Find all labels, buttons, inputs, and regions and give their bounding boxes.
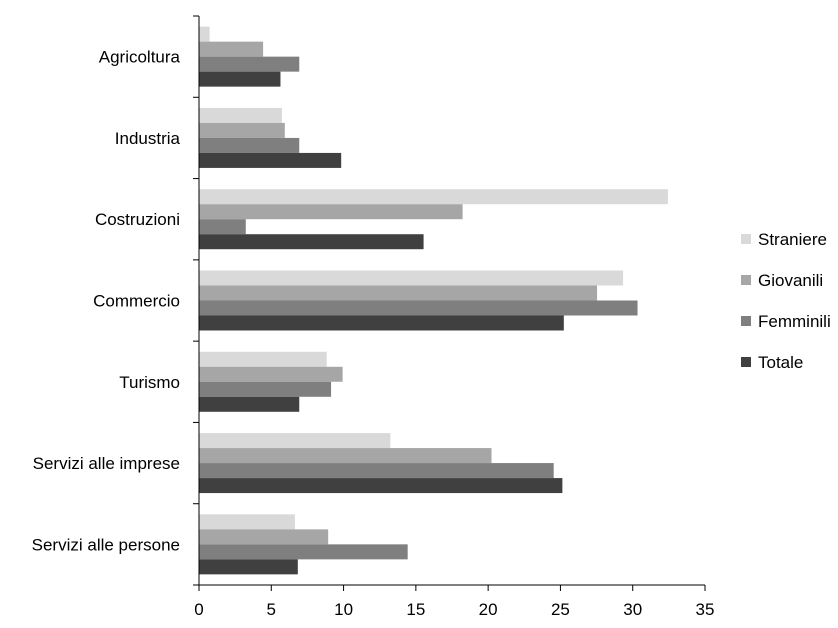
- category-label: Industria: [115, 129, 181, 148]
- x-tick-label: 20: [479, 600, 498, 619]
- category-label: Costruzioni: [95, 210, 180, 229]
- bar-agricoltura-straniere: [199, 26, 210, 42]
- bar-servizi-alle-persone-totale: [199, 559, 298, 575]
- bar-turismo-totale: [199, 396, 300, 412]
- bars: [199, 26, 668, 575]
- bar-turismo-femminili: [199, 381, 332, 397]
- bar-servizi-alle-imprese-totale: [199, 478, 563, 494]
- legend-swatch-giovanili: [741, 275, 751, 285]
- bar-servizi-alle-persone-femminili: [199, 544, 408, 560]
- category-label: Servizi alle persone: [32, 535, 180, 554]
- legend-swatch-straniere: [741, 234, 751, 244]
- x-tick-label: 25: [551, 600, 570, 619]
- bar-servizi-alle-imprese-giovanili: [199, 448, 492, 464]
- bar-agricoltura-totale: [199, 71, 281, 87]
- bar-commercio-straniere: [199, 270, 624, 286]
- category-label: Turismo: [119, 373, 180, 392]
- bar-costruzioni-giovanili: [199, 204, 463, 220]
- bar-turismo-giovanili: [199, 366, 343, 382]
- legend-label-totale: Totale: [758, 353, 803, 372]
- bar-servizi-alle-persone-straniere: [199, 514, 295, 530]
- x-tick-label: 15: [406, 600, 425, 619]
- bar-industria-giovanili: [199, 122, 285, 138]
- bar-commercio-totale: [199, 315, 564, 331]
- bar-servizi-alle-imprese-straniere: [199, 433, 391, 449]
- bar-costruzioni-straniere: [199, 189, 668, 205]
- axes: [193, 15, 705, 586]
- legend-label-straniere: Straniere: [758, 230, 827, 249]
- legend-swatch-totale: [741, 357, 751, 367]
- legend-label-giovanili: Giovanili: [758, 271, 823, 290]
- legend: Straniere Giovanili Femminili Totale: [741, 230, 831, 372]
- legend-swatch-femminili: [741, 316, 751, 326]
- bar-agricoltura-femminili: [199, 56, 300, 72]
- bar-agricoltura-giovanili: [199, 41, 264, 57]
- category-labels: Agricoltura Industria Costruzioni Commercio…: [32, 48, 181, 555]
- legend-label-femminili: Femminili: [758, 312, 831, 331]
- bar-commercio-giovanili: [199, 285, 598, 301]
- bar-industria-femminili: [199, 137, 300, 153]
- bar-industria-totale: [199, 152, 342, 168]
- bar-servizi-alle-imprese-femminili: [199, 463, 554, 479]
- x-tick-label: 35: [696, 600, 715, 619]
- bar-industria-straniere: [199, 107, 282, 123]
- x-tick-label: 5: [267, 600, 276, 619]
- category-label: Agricoltura: [99, 48, 181, 67]
- x-tick-label: 10: [334, 600, 353, 619]
- bar-costruzioni-femminili: [199, 219, 246, 235]
- category-label: Servizi alle imprese: [33, 454, 180, 473]
- x-tick-label: 0: [194, 600, 203, 619]
- x-axis-ticks: 0 5 10 15 20 25 30 35: [194, 585, 714, 619]
- bar-turismo-straniere: [199, 351, 327, 367]
- bar-servizi-alle-persone-giovanili: [199, 529, 329, 545]
- bar-commercio-femminili: [199, 300, 638, 316]
- x-tick-label: 30: [623, 600, 642, 619]
- category-label: Commercio: [93, 292, 180, 311]
- bar-costruzioni-totale: [199, 234, 424, 250]
